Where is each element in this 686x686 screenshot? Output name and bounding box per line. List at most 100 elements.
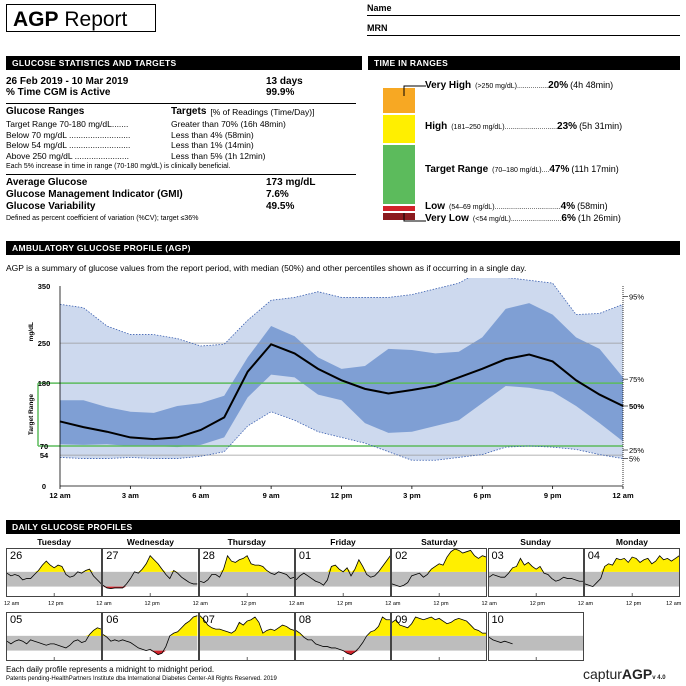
targets-note: [% of Readings (Time/Day)] <box>210 107 315 117</box>
percentile-label: 50% <box>629 402 644 411</box>
x-tick-label: 12 pm <box>331 491 353 500</box>
name-label: Name <box>367 3 392 13</box>
date-range: 26 Feb 2019 - 10 Mar 2019 <box>6 76 129 87</box>
day-name: Tuesday <box>37 537 72 547</box>
glucose-trace <box>103 615 198 656</box>
ranges-list: Target Range 70-180 mg/dL....... Greater … <box>6 119 356 161</box>
tir-label: High (181–250 mg/dL).....................… <box>425 121 622 132</box>
brand-a: captur <box>583 666 622 682</box>
day-date: 08 <box>298 614 312 626</box>
x-tick-label: 12 am <box>49 491 71 500</box>
x-tick-label: 9 am <box>263 491 280 500</box>
agp-section-bar: AMBULATORY GLUCOSE PROFILE (AGP) <box>6 241 680 255</box>
daily-profile-chart <box>199 554 294 596</box>
x-tick-label: 3 am <box>122 491 139 500</box>
tir-name: Low <box>425 201 445 212</box>
day-date: 28 <box>202 550 215 562</box>
agp-description: AGP is a summary of glucose values from … <box>6 263 527 273</box>
range-label: Below 54 mg/dL .........................… <box>6 140 131 150</box>
daily-profile-cell: 09 <box>391 612 488 661</box>
tir-stacked-bar <box>383 88 415 220</box>
tir-range: (54–69 mg/dL)...........................… <box>449 204 561 211</box>
y-tick-label: 180 <box>38 379 51 388</box>
target-band <box>295 635 391 651</box>
tir-pct: 47% <box>549 164 570 175</box>
y-axis-label: mg/dL <box>28 322 35 342</box>
high-area <box>7 627 102 636</box>
tir-pct: 6% <box>561 213 576 224</box>
daily-profile-cell: 07 <box>198 612 295 661</box>
tir-time: (5h 31min) <box>579 121 623 131</box>
footer-note: Each daily profile represents a midnight… <box>6 665 215 674</box>
daily-profile-cell: 04 <box>583 548 681 597</box>
glucose-trace <box>295 555 391 586</box>
daily-axis-label: 12 am <box>666 601 682 607</box>
brand-b: AGP <box>621 666 653 682</box>
band-25-75 <box>60 303 623 448</box>
day-date: 06 <box>106 614 119 626</box>
x-tick-label: 6 pm <box>473 491 491 500</box>
range-row: Above 250 mg/dL ....................... L… <box>6 151 356 162</box>
range-label: Target Range 70-180 mg/dL....... <box>6 119 129 129</box>
glucose-trace <box>488 636 513 645</box>
glucose-trace <box>295 616 391 656</box>
tir-segment <box>383 88 415 113</box>
avg-glucose-label: Average Glucose <box>6 177 88 188</box>
high-area <box>392 549 487 572</box>
daily-axis-label: 12 am <box>4 601 20 607</box>
daily-profile-chart <box>7 627 102 660</box>
daily-axis-label: 12 am <box>481 601 497 607</box>
daily-profile-chart <box>7 560 102 596</box>
day-date: 01 <box>298 550 312 562</box>
daily-axis-label: 12 am <box>385 601 401 607</box>
day-name: Sunday <box>520 537 551 547</box>
daily-axis-label: 12 pm <box>48 601 64 607</box>
glucose-trace <box>392 616 487 634</box>
y-tick-label: 54 <box>40 451 49 460</box>
glucose-trace <box>103 555 198 590</box>
daily-axis-label: 12 pm <box>337 601 353 607</box>
range-row: Below 70 mg/dL .........................… <box>6 130 356 141</box>
glucose-trace <box>584 555 680 588</box>
daily-profile-cell: 01 <box>294 548 392 597</box>
y-tick-label: 250 <box>38 339 51 348</box>
day-date: 09 <box>395 614 408 626</box>
daily-profile-chart <box>103 555 198 596</box>
day-date: 03 <box>491 550 504 562</box>
tir-range: (181–250 mg/dL).........................… <box>451 124 558 131</box>
range-label: Below 70 mg/dL .........................… <box>6 129 131 140</box>
tir-time: (4h 48min) <box>570 80 614 90</box>
daily-profile-cell: 02 <box>391 548 488 597</box>
report-title: AGP Report <box>6 4 156 32</box>
brand-version: v 4.0 <box>652 675 666 681</box>
range-target: Less than 5% (1h 12min) <box>171 150 266 161</box>
daily-axis-label: 12 am <box>96 601 112 607</box>
increase-note: Each 5% increase in time in range (70-18… <box>6 163 231 170</box>
day-name: Monday <box>615 537 648 547</box>
gmi-label: Glucose Management Indicator (GMI) <box>6 189 183 200</box>
daily-profile-cell: 10 <box>487 612 584 661</box>
mrn-label: MRN <box>367 23 388 33</box>
day-date: 05 <box>10 614 23 626</box>
target-band <box>584 571 680 587</box>
stats-panel: 26 Feb 2019 - 10 Mar 2019 13 days % Time … <box>6 76 356 222</box>
daily-profile-chart <box>392 549 487 596</box>
tir-label: Very Low (<54 mg/dL).....................… <box>425 213 621 224</box>
tir-pct: 20% <box>548 80 569 91</box>
daily-section-bar: DAILY GLUCOSE PROFILES <box>6 520 680 534</box>
stats-section-bar: GLUCOSE STATISTICS AND TARGETS <box>6 56 362 70</box>
day-date: 26 <box>10 550 23 562</box>
line-5 <box>59 411 624 461</box>
high-area <box>103 555 198 572</box>
x-tick-label: 12 am <box>612 491 634 500</box>
line-median <box>59 343 624 441</box>
report-title-bold: AGP <box>13 8 59 31</box>
y-tick-label: 350 <box>38 282 51 291</box>
target-band <box>488 635 583 651</box>
tir-pct: 23% <box>557 121 578 132</box>
tir-range: (70–180 mg/dL).... <box>492 167 550 174</box>
tir-time: (58min) <box>577 201 608 211</box>
x-tick-label: 3 pm <box>403 491 421 500</box>
y-tick-label: 0 <box>42 482 46 491</box>
